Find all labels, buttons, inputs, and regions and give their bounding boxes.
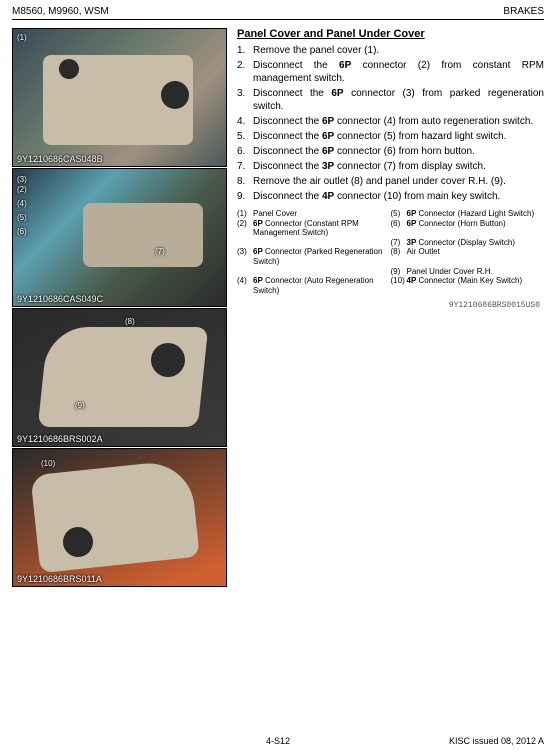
part-text: 6P Connector (Parked Regeneration Switch… xyxy=(253,247,391,266)
step-text: Disconnect the 4P connector (10) from ma… xyxy=(253,190,544,203)
callout: (2) xyxy=(17,185,27,194)
part-num: (9) xyxy=(391,267,407,277)
part-num: (6) xyxy=(391,219,407,238)
step-text: Disconnect the 6P connector (4) from aut… xyxy=(253,115,544,128)
footer: 4-S12 KISC issued 08, 2012 A xyxy=(0,736,556,746)
part-text xyxy=(253,238,391,248)
step-number: 4. xyxy=(237,115,253,128)
part-text xyxy=(253,267,391,277)
part-text: 6P Connector (Hazard Light Switch) xyxy=(407,209,545,219)
step-text: Disconnect the 6P connector (3) from par… xyxy=(253,87,544,113)
footer-right: KISC issued 08, 2012 A xyxy=(449,736,544,746)
header-left: M8560, M9960, WSM xyxy=(12,6,109,17)
part-num: (1) xyxy=(237,209,253,219)
step-item: 4.Disconnect the 6P connector (4) from a… xyxy=(237,115,544,128)
part-num: (7) xyxy=(391,238,407,248)
callout: (9) xyxy=(75,401,85,410)
step-text: Disconnect the 6P connector (5) from haz… xyxy=(253,130,544,143)
part-num: (3) xyxy=(237,247,253,266)
part-text: 3P Connector (Display Switch) xyxy=(407,238,545,248)
photo-2-tag: 9Y1210686CAS049C xyxy=(17,294,103,304)
photo-3: (8) (9) 9Y1210686BRS002A xyxy=(12,308,227,447)
photo-2: (3) (2) (4) (5) (6) (7) 9Y1210686CAS049C xyxy=(12,168,227,307)
text-column: Panel Cover and Panel Under Cover 1.Remo… xyxy=(237,28,544,588)
step-item: 7.Disconnect the 3P connector (7) from d… xyxy=(237,160,544,173)
photo-4-tag: 9Y1210686BRS011A xyxy=(17,574,102,584)
step-number: 5. xyxy=(237,130,253,143)
callout: (4) xyxy=(17,199,27,208)
part-text: 6P Connector (Horn Button) xyxy=(407,219,545,238)
parts-legend: (1)Panel Cover(5)6P Connector (Hazard Li… xyxy=(237,209,544,295)
step-item: 3.Disconnect the 6P connector (3) from p… xyxy=(237,87,544,113)
callout: (5) xyxy=(17,213,27,222)
step-item: 5.Disconnect the 6P connector (5) from h… xyxy=(237,130,544,143)
callout: (10) xyxy=(41,459,55,468)
photo-1-tag: 9Y1210686CAS048B xyxy=(17,154,103,164)
step-text: Disconnect the 6P connector (2) from con… xyxy=(253,59,544,85)
step-number: 6. xyxy=(237,145,253,158)
step-number: 9. xyxy=(237,190,253,203)
step-number: 2. xyxy=(237,59,253,85)
callout: (7) xyxy=(155,247,165,256)
step-text: Remove the panel cover (1). xyxy=(253,44,544,57)
page-number: 4-S12 xyxy=(266,736,290,746)
photo-3-tag: 9Y1210686BRS002A xyxy=(17,434,103,444)
step-item: 2.Disconnect the 6P connector (2) from c… xyxy=(237,59,544,85)
step-text: Remove the air outlet (8) and panel unde… xyxy=(253,175,544,188)
part-text: 4P Connector (Main Key Switch) xyxy=(407,276,545,295)
callout: (6) xyxy=(17,227,27,236)
callout: (8) xyxy=(125,317,135,326)
part-num: (10) xyxy=(391,276,407,295)
callout-1: (1) xyxy=(17,33,27,42)
step-number: 3. xyxy=(237,87,253,113)
step-item: 9.Disconnect the 4P connector (10) from … xyxy=(237,190,544,203)
step-text: Disconnect the 3P connector (7) from dis… xyxy=(253,160,544,173)
header-right: BRAKES xyxy=(503,6,544,17)
step-list: 1.Remove the panel cover (1).2.Disconnec… xyxy=(237,44,544,203)
callout: (3) xyxy=(17,175,27,184)
part-num xyxy=(237,238,253,248)
part-text: Panel Under Cover R.H. xyxy=(407,267,545,277)
step-number: 7. xyxy=(237,160,253,173)
part-num: (4) xyxy=(237,276,253,295)
step-number: 8. xyxy=(237,175,253,188)
step-number: 1. xyxy=(237,44,253,57)
doc-code: 9Y1210686BRS0015US0 xyxy=(237,301,544,310)
step-text: Disconnect the 6P connector (6) from hor… xyxy=(253,145,544,158)
part-text: 6P Connector (Constant RPM Management Sw… xyxy=(253,219,391,238)
step-item: 6.Disconnect the 6P connector (6) from h… xyxy=(237,145,544,158)
step-item: 1.Remove the panel cover (1). xyxy=(237,44,544,57)
part-num: (5) xyxy=(391,209,407,219)
part-num: (2) xyxy=(237,219,253,238)
photo-4: (10) 9Y1210686BRS011A xyxy=(12,448,227,587)
step-item: 8.Remove the air outlet (8) and panel un… xyxy=(237,175,544,188)
part-text: Panel Cover xyxy=(253,209,391,219)
part-num: (8) xyxy=(391,247,407,266)
section-title: Panel Cover and Panel Under Cover xyxy=(237,28,544,40)
photo-1: (1) 9Y1210686CAS048B xyxy=(12,28,227,167)
photo-column: (1) 9Y1210686CAS048B (3) (2) (4) (5) (6)… xyxy=(12,28,227,588)
part-text: 6P Connector (Auto Regeneration Switch) xyxy=(253,276,391,295)
part-text: Air Outlet xyxy=(407,247,545,266)
part-num xyxy=(237,267,253,277)
